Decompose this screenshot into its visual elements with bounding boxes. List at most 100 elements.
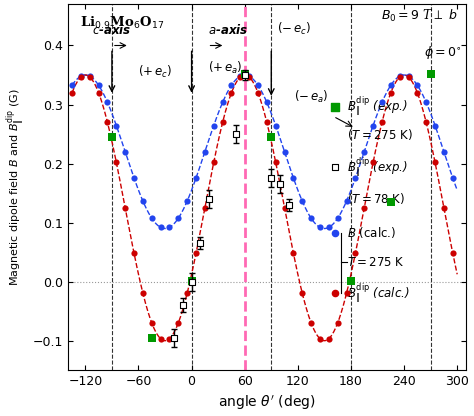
Point [188, 154, 196, 161]
Point [360, 149, 368, 155]
Point [86, 74, 93, 80]
Point [121, 149, 129, 155]
Point [325, 224, 333, 231]
Point [232, 131, 240, 137]
Point [206, 196, 213, 202]
Point [440, 149, 448, 155]
Point [241, 71, 248, 78]
Point [201, 149, 209, 155]
Point [68, 89, 76, 96]
Point [95, 82, 102, 89]
Point [285, 202, 293, 208]
Point [228, 89, 235, 96]
Point [188, 57, 196, 64]
Point [405, 73, 412, 79]
Point [148, 334, 155, 341]
Text: $B_0 = 9$ T$\perp$ $b$: $B_0 = 9$ T$\perp$ $b$ [381, 8, 458, 24]
Point [121, 205, 129, 211]
Point [130, 250, 138, 257]
Point [219, 99, 227, 106]
Text: $B$ (calc.): $B$ (calc.) [346, 225, 396, 240]
Point [188, 278, 195, 285]
Point [299, 198, 306, 204]
Point [299, 290, 306, 297]
Point [414, 89, 421, 96]
Point [157, 335, 164, 342]
Point [267, 175, 275, 182]
Y-axis label: Magnetic dipole field $B$ and $B^{\rm dip}_{\|}$ (G): Magnetic dipole field $B$ and $B^{\rm di… [4, 88, 27, 286]
Point [170, 334, 178, 341]
Point [263, 119, 271, 126]
Point [188, 278, 195, 285]
Point [449, 175, 456, 181]
Text: $(-\,e_c)$: $(-\,e_c)$ [277, 20, 310, 37]
Point [228, 82, 235, 89]
Point [219, 119, 227, 126]
Point [272, 122, 280, 129]
Text: $(+\,e_a)$: $(+\,e_a)$ [208, 60, 242, 77]
Point [422, 119, 430, 126]
Point [431, 159, 439, 166]
Point [139, 198, 146, 204]
Point [166, 335, 173, 342]
Point [104, 119, 111, 126]
Point [352, 175, 359, 181]
Point [378, 119, 386, 126]
Point [440, 205, 448, 211]
Point [166, 224, 173, 231]
Point [334, 215, 341, 222]
Point [241, 72, 248, 78]
Point [174, 319, 182, 326]
Point [179, 302, 187, 309]
Point [396, 74, 403, 80]
Point [246, 73, 253, 79]
Point [201, 205, 209, 211]
Point [325, 335, 333, 342]
Point [267, 134, 275, 140]
Point [112, 122, 120, 129]
Point [290, 175, 297, 181]
Text: Li$_{0.9}$Mo$_6$O$_{17}$: Li$_{0.9}$Mo$_6$O$_{17}$ [80, 15, 164, 31]
Point [316, 335, 324, 342]
Point [387, 89, 394, 96]
Point [210, 159, 218, 166]
Point [183, 290, 191, 297]
Point [237, 73, 244, 79]
Text: $\phi = 0^{\circ}$: $\phi = 0^{\circ}$ [424, 45, 462, 62]
Text: $(+\,e_c)$: $(+\,e_c)$ [138, 64, 173, 80]
Point [316, 224, 324, 231]
Text: $a$-axis: $a$-axis [208, 22, 248, 37]
Point [431, 122, 439, 129]
Point [276, 181, 284, 188]
Point [352, 250, 359, 257]
Point [263, 99, 271, 106]
Text: $(T = 78$ K$)$: $(T = 78$ K$)$ [346, 191, 405, 206]
Point [192, 250, 200, 257]
Point [139, 290, 146, 297]
Text: $T = 275$ K: $T = 275$ K [346, 256, 404, 269]
Point [347, 278, 355, 285]
Point [130, 175, 138, 181]
Point [387, 82, 394, 89]
Point [104, 99, 111, 106]
Text: $(-\,e_a)$: $(-\,e_a)$ [294, 89, 329, 104]
Point [95, 89, 102, 96]
Point [254, 89, 262, 96]
Point [281, 205, 288, 211]
Point [77, 73, 85, 79]
Point [343, 290, 350, 297]
Point [77, 74, 85, 80]
Text: $B^{\rm dip}_{\|}$ (exp.): $B^{\rm dip}_{\|}$ (exp.) [346, 155, 408, 179]
Point [387, 198, 394, 205]
Point [396, 73, 403, 79]
Text: $B^{\rm dip}_{\|}$ (calc.): $B^{\rm dip}_{\|}$ (calc.) [346, 282, 410, 305]
Point [174, 215, 182, 222]
Point [343, 198, 350, 204]
Point [405, 74, 412, 80]
Point [237, 74, 244, 80]
Point [272, 159, 280, 166]
Point [183, 198, 191, 204]
Point [210, 122, 218, 129]
Point [197, 240, 204, 247]
Point [290, 250, 297, 257]
